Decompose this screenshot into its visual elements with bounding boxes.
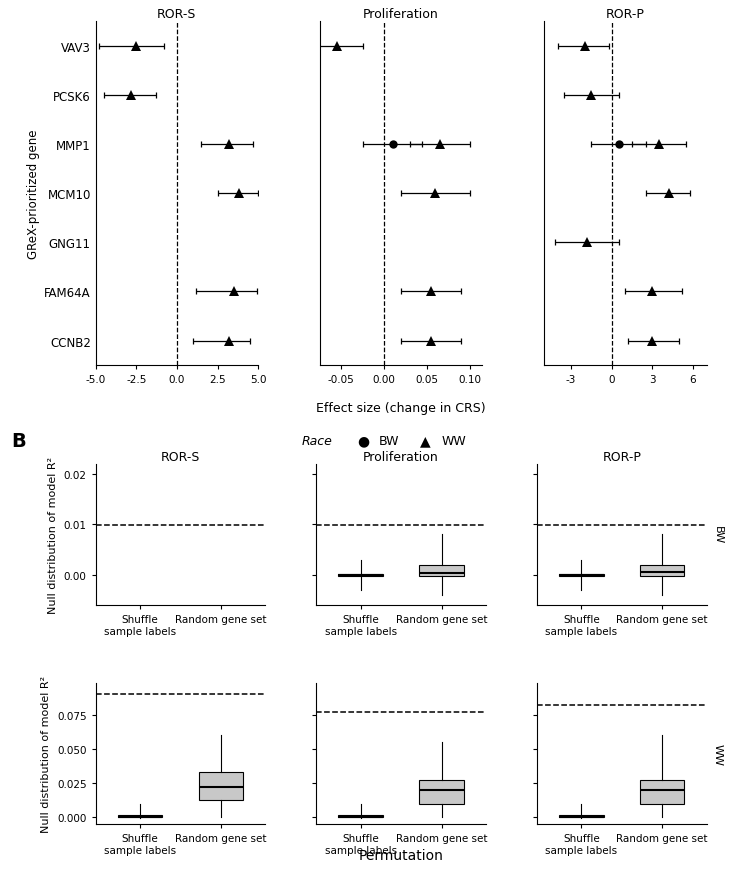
Y-axis label: Null distribution of model R²: Null distribution of model R² — [48, 456, 58, 613]
PathPatch shape — [199, 773, 243, 800]
Y-axis label: GReX-prioritized gene: GReX-prioritized gene — [27, 129, 40, 259]
Title: ROR-S: ROR-S — [161, 450, 200, 463]
Text: BW: BW — [379, 435, 400, 447]
Title: Proliferation: Proliferation — [364, 8, 439, 21]
PathPatch shape — [118, 816, 163, 817]
Text: Race: Race — [302, 435, 333, 447]
Title: ROR-P: ROR-P — [606, 8, 645, 21]
PathPatch shape — [559, 574, 604, 577]
Y-axis label: Null distribution of model R²: Null distribution of model R² — [41, 675, 52, 832]
Text: ▲: ▲ — [420, 434, 430, 448]
Title: Proliferation: Proliferation — [364, 450, 439, 463]
Text: WW: WW — [712, 743, 723, 765]
PathPatch shape — [559, 816, 604, 817]
Text: Effect size (change in CRS): Effect size (change in CRS) — [316, 402, 486, 414]
PathPatch shape — [420, 565, 464, 577]
PathPatch shape — [339, 574, 383, 577]
Text: A: A — [27, 0, 43, 1]
Title: ROR-S: ROR-S — [158, 8, 197, 21]
PathPatch shape — [420, 781, 464, 804]
PathPatch shape — [640, 781, 684, 804]
Text: ●: ● — [357, 434, 369, 448]
Title: ROR-P: ROR-P — [602, 450, 641, 463]
PathPatch shape — [339, 816, 383, 817]
Text: Permutation: Permutation — [358, 848, 444, 862]
PathPatch shape — [640, 565, 684, 577]
Text: WW: WW — [442, 435, 467, 447]
Text: B: B — [11, 431, 26, 450]
Text: BW: BW — [712, 525, 723, 544]
